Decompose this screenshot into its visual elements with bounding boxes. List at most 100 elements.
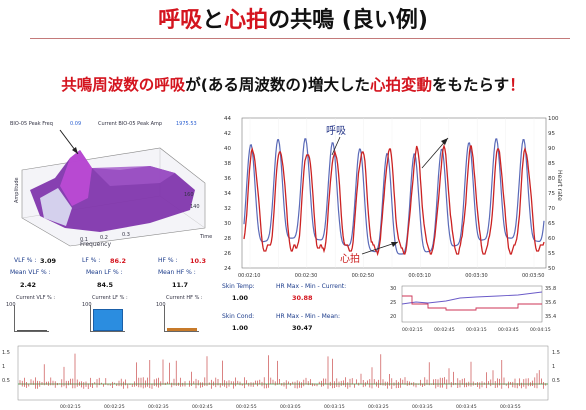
cur-hf-bar [167,328,197,331]
bar-max-label: 100 [82,302,92,308]
bottom-y-left-tick: 1.5 [2,350,10,356]
cur-lf-bar-box [90,305,125,332]
hr-max-min-label: HR Max - Min - Current: [276,283,347,290]
bottom-x-tick: 00:02:25 [104,404,125,410]
mean-lf-value: 84.5 [97,281,114,289]
subtitle-part-5: ！ [509,76,525,94]
bottom-x-tick: 00:02:15 [60,404,81,410]
mini-y-right-tick: 35.8 [545,286,556,292]
mean-vlf-label: Mean VLF % : [10,269,51,276]
hr-max-min-value: 30.88 [292,294,313,302]
peak-freq-label: BIO-05 Peak Freq [10,121,53,127]
y-right-tick-label: 100 [548,116,559,122]
title-part-hr: 心拍 [224,8,269,33]
vlf-value: 3.09 [40,257,57,265]
bottom-x-tick: 00:02:55 [236,404,257,410]
y-right-tick-label: 90 [548,146,555,152]
y-right-tick-label: 55 [548,251,555,257]
bottom-x-tick: 00:02:45 [192,404,213,410]
spectrum-peak [60,150,92,206]
bottom-plot-area [17,345,549,401]
title-part-rest: の共鳴 (良い例) [268,8,428,33]
bottom-x-tick: 00:03:15 [324,404,345,410]
spectrum-3d-plot: Amplitude Frequency Time 0.1 0.2 0.3 160… [14,129,212,248]
peak-amp-value: 1975.53 [176,121,197,127]
mini-y-left-tick: 25 [390,300,396,306]
skin-cond-value: 1.00 [232,324,249,332]
mean-hf-value: 11.7 [172,281,189,289]
cur-lf-bar [93,308,123,331]
hf-label: HF % : [158,257,178,264]
mean-hf-label: Mean HF % : [158,269,196,276]
top-arrowhead [441,138,448,145]
y-left-tick-label: 24 [224,266,231,272]
cur-hf-bar-box [164,305,199,332]
x-tick-label: 00:02:50 [352,273,374,279]
peak-amp-label: Current BIO-05 Peak Amp [98,121,163,127]
y-right-tick-label: 70 [548,206,555,212]
title-part-to: と [202,8,225,33]
y-right-tick-label: 85 [548,161,555,167]
subtitle-part-2: が(ある周波数の)増大した [185,76,370,94]
y-left-tick-label: 30 [224,221,231,227]
hf-value: 10.3 [190,257,207,265]
mini-x-tick: 00:02:15 [402,327,423,333]
spectrum-surface-mid [92,166,175,186]
vlf-label: VLF % : [14,257,37,264]
bottom-x-tick: 00:03:35 [412,404,433,410]
bottom-x-tick: 00:02:35 [148,404,169,410]
resp-annotation: 呼吸 [326,125,346,137]
y-right-tick-label: 65 [548,221,555,227]
bar-max-label: 100 [156,302,166,308]
bottom-x-tick: 00:03:25 [368,404,389,410]
y-right-tick-label: 75 [548,191,555,197]
spectrum-time-tick: 160 [184,192,194,198]
spectrum-arrowhead [72,147,78,154]
bottom-y-right-tick: 1 [552,364,555,370]
y-left-tick-label: 42 [224,131,231,137]
resp-hr-chart: 44 42 40 38 36 34 32 30 28 26 24 100 95 90 85 80 75 70 65 6… [224,116,563,279]
spectrum-freq-tick: 0.1 [80,237,88,243]
mini-x-tick: 00:03:45 [498,327,519,333]
hr-series-line [243,143,545,257]
bottom-x-tick: 00:03:05 [280,404,301,410]
y-right-tick-label: 80 [548,176,555,182]
cur-hf-label: Current HF % : [166,295,203,301]
cur-vlf-bar [17,330,47,331]
y-right-tick-label: 60 [548,236,555,242]
spectrum-time-label: Time [199,234,212,240]
x-tick-label: 00:02:30 [295,273,317,279]
spectrum-freq-tick: 0.3 [122,232,130,238]
bottom-y-left-tick: 0.5 [2,378,10,384]
x-tick-label: 00:02:10 [238,273,260,279]
mini-x-tick: 00:04:15 [530,327,551,333]
spectrum-surface-light [40,188,72,226]
y-left-tick-label: 28 [224,236,231,242]
hr-arrowhead [391,242,398,247]
mini-x-tick: 00:03:15 [466,327,487,333]
hr-mean-label: HR Max - Min - Mean: [276,313,340,320]
skin-temp-value: 1.00 [232,294,249,302]
mini-series-blue [401,291,543,305]
x-tick-label: 00:03:30 [465,273,487,279]
x-tick-label: 00:03:10 [408,273,430,279]
bottom-x-tick: 00:03:45 [456,404,477,410]
spectrum-time-tick: 140 [190,204,200,210]
spectrum-freq-tick: 0.2 [100,235,108,241]
page-title: 呼吸と心拍の共鳴 (良い例) [0,2,586,34]
y-left-tick-label: 26 [224,251,231,257]
mini-x-tick: 00:02:45 [434,327,455,333]
peak-freq-value: 0.09 [70,121,82,127]
bar-max-label: 100 [6,302,16,308]
y-right-tick-label: 95 [548,131,555,137]
chart-ylabel-right: Heart rate [556,170,563,201]
bottom-y-left-tick: 1 [2,364,5,370]
mean-lf-label: Mean LF % : [86,269,123,276]
y-right-tick-label: 50 [548,266,555,272]
y-left-tick-label: 44 [224,116,231,122]
lf-label: LF % : [82,257,101,264]
title-divider [30,38,570,39]
mean-vlf-value: 2.42 [20,281,37,289]
x-tick-label: 00:03:50 [522,273,544,279]
subtitle-part-4: をもたらす [431,76,510,94]
